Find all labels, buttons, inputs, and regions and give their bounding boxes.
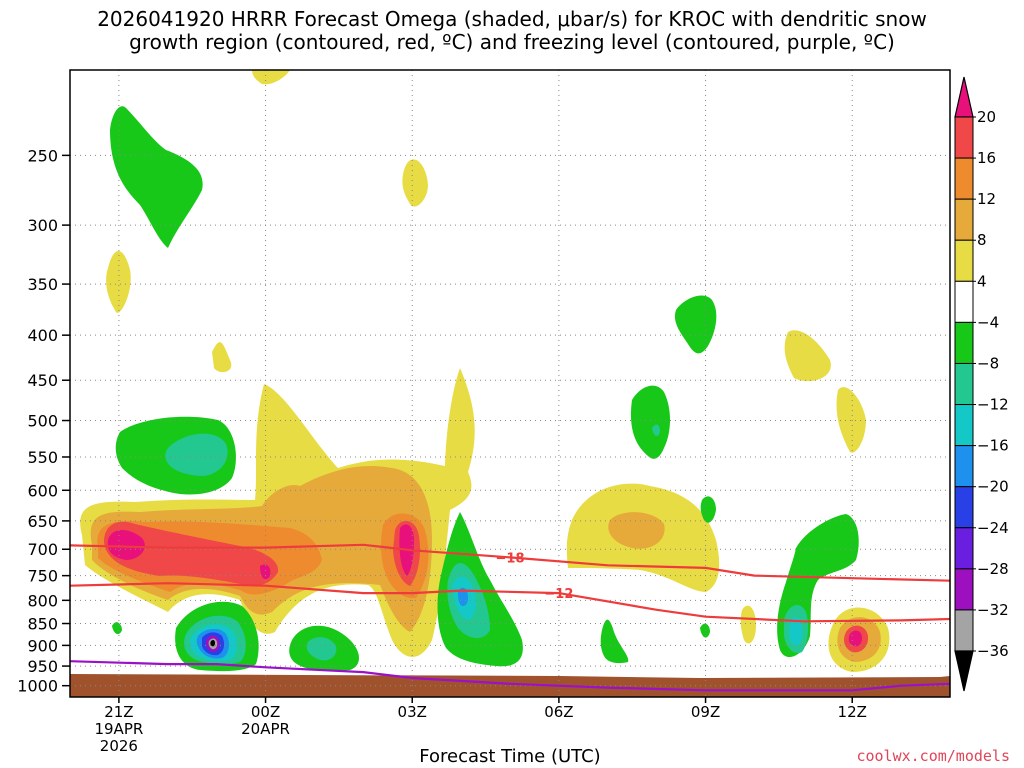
chart-title-line-2: growth region (contoured, red, ºC) and f… — [129, 30, 895, 54]
omega-descent-09z-small — [700, 496, 716, 523]
x-tick-label-3-0: 06Z — [544, 703, 573, 721]
omega-ascent-blob — [402, 159, 428, 207]
colorbar-bin-3 — [954, 198, 974, 241]
colorbar-label-5: −4 — [977, 313, 999, 331]
y-tick-label-900: 900 — [27, 636, 58, 655]
colorbar-top-arrow — [954, 76, 974, 118]
colorbar-bin-12 — [954, 568, 974, 611]
omega-descent-lowlevel-2-8 — [306, 637, 337, 661]
colorbar-bin-1 — [954, 116, 974, 159]
colorbar-bin-4 — [954, 239, 974, 282]
omega-descent-mid-8 — [165, 433, 228, 476]
y-tick-label-300: 300 — [27, 216, 58, 235]
colorbar-label-11: −28 — [977, 560, 1009, 578]
omega-ascent-blob — [252, 70, 290, 85]
y-tick-label-700: 700 — [27, 540, 58, 559]
colorbar-label-0: 20 — [977, 108, 996, 126]
omega-ascent-core-20c — [260, 564, 271, 580]
omega-ascent-core-20a — [107, 530, 145, 560]
omega-descent-07z — [600, 619, 629, 664]
colorbar-label-7: −12 — [977, 396, 1009, 414]
contour-line-0 — [69, 543, 951, 582]
colorbar: 20 16 12 8 4 −4 −8 −12 −16 −20 −24 −28 −32 −36 — [954, 76, 1009, 692]
omega-descent-09z-small-2 — [700, 623, 710, 638]
colorbar-label-3: 8 — [977, 231, 987, 249]
y-tick-label-950: 950 — [27, 657, 58, 676]
y-tick-label-800: 800 — [27, 591, 58, 610]
contour-label-1: −12 — [544, 587, 573, 602]
plot-frame — [69, 69, 951, 698]
y-tick-label-1000: 1000 — [17, 677, 58, 696]
omega-descent-04z-16 — [458, 587, 468, 606]
colorbar-bottom-arrow — [954, 650, 974, 692]
omega-ascent-blob — [836, 387, 866, 453]
colorbar-bin-7 — [954, 362, 974, 406]
x-tick-label-0-1: 19APR — [94, 720, 143, 738]
omega-ascent-blob — [784, 330, 831, 382]
y-tick-label-400: 400 — [27, 326, 58, 345]
y-tick-label-550: 550 — [27, 448, 58, 467]
omega-descent-09z-upper — [674, 295, 717, 354]
omega-descent-11z-12 — [789, 617, 803, 646]
y-tick-label-600: 600 — [27, 481, 58, 500]
omega-ascent-blob — [212, 342, 232, 373]
omega-ascent-blob — [106, 250, 131, 313]
colorbar-label-4: 4 — [977, 272, 987, 290]
colorbar-label-6: −8 — [977, 354, 999, 372]
temperature-contours: −18 −12 — [69, 543, 951, 692]
x-tick-label-1-0: 00Z — [251, 703, 280, 721]
y-tick-label-350: 350 — [27, 275, 58, 294]
colorbar-bin-8 — [954, 404, 974, 447]
omega-descent-core — [210, 639, 215, 647]
credit-link[interactable]: coolwx.com/models — [856, 747, 1010, 765]
colorbar-bin-10 — [954, 486, 974, 529]
colorbar-label-13: −36 — [977, 642, 1009, 660]
colorbar-label-9: −20 — [977, 478, 1009, 496]
omega-descent-08z-8 — [652, 424, 660, 437]
omega-ascent-lowlevel-12z-20 — [848, 630, 862, 647]
y-tick-label-750: 750 — [27, 567, 58, 586]
colorbar-bin-11 — [954, 527, 974, 570]
y-tick-label-500: 500 — [27, 412, 58, 431]
colorbar-label-12: −32 — [977, 601, 1009, 619]
colorbar-label-2: 12 — [977, 190, 996, 208]
colorbar-label-8: −16 — [977, 437, 1009, 455]
colorbar-bin-13 — [954, 609, 974, 652]
contour-label-0: −18 — [496, 551, 525, 566]
colorbar-bin-9 — [954, 445, 974, 488]
omega-ascent-band-16 — [104, 521, 279, 586]
contour-line-1 — [69, 582, 951, 623]
chart-title-line-1: 2026041920 HRRR Forecast Omega (shaded, … — [97, 7, 927, 31]
omega-shading — [70, 70, 950, 697]
x-axis-title: Forecast Time (UTC) — [419, 746, 601, 767]
y-tick-label-450: 450 — [27, 371, 58, 390]
colorbar-bin-2 — [954, 157, 974, 200]
colorbar-bin-5 — [954, 280, 974, 323]
x-tick-label-0-2: 2026 — [100, 737, 138, 755]
colorbar-label-1: 16 — [977, 149, 996, 167]
x-tick-label-2-0: 03Z — [398, 703, 427, 721]
x-tick-label-0-0: 21Z — [104, 703, 133, 721]
colorbar-bin-6 — [954, 321, 974, 364]
omega-descent-small — [112, 622, 122, 635]
contour-line-2 — [69, 660, 951, 692]
omega-descent-upper — [110, 106, 203, 248]
colorbar-label-10: −24 — [977, 519, 1009, 537]
omega-ascent-blob — [740, 605, 756, 644]
x-tick-label-1-1: 20APR — [241, 720, 290, 738]
x-tick-label-4-0: 09Z — [691, 703, 720, 721]
x-tick-label-5-0: 12Z — [838, 703, 867, 721]
y-tick-label-650: 650 — [27, 512, 58, 531]
y-tick-label-250: 250 — [27, 146, 58, 165]
y-axis-ticks: 250 300 350 400 450 500 550 600 650 700 750 800 850 9… — [17, 146, 70, 696]
chart-gridlines — [70, 70, 950, 697]
y-tick-label-850: 850 — [27, 615, 58, 634]
omega-descent-08z — [630, 385, 670, 459]
